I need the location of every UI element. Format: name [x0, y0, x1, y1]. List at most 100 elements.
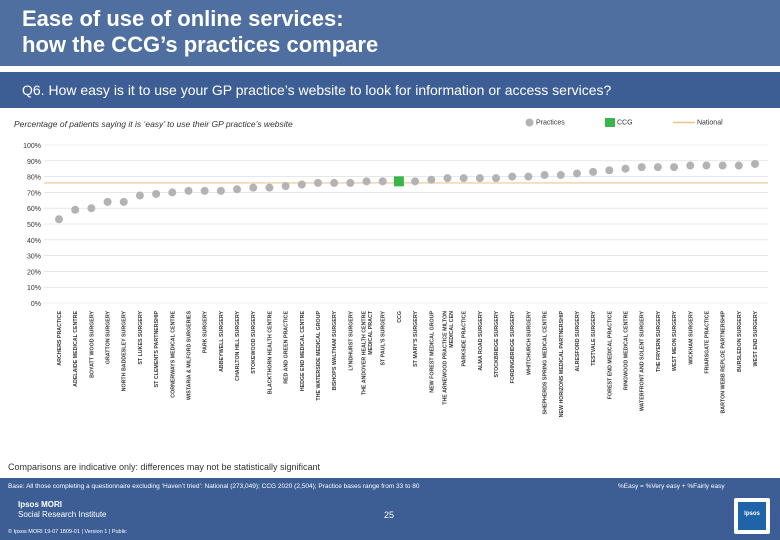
y-tick-label: 100%	[23, 143, 41, 150]
practice-point	[184, 186, 193, 195]
x-tick-label: PARKSIDE PRACTICE	[462, 311, 468, 367]
practice-point	[313, 178, 322, 187]
practice-point	[589, 167, 598, 176]
footer-band: Base: All those completing a questionnai…	[0, 478, 780, 540]
practice-point	[686, 161, 695, 170]
x-tick-label: BURSLEDON SURGERY	[737, 311, 743, 372]
y-axis-ticks: 0% 10% 20% 30% 40% 50% 60% 70% 80% 90% 100%	[23, 143, 41, 308]
ipsos-badge-icon: Ipsos	[734, 498, 770, 534]
x-tick-label: STOCKBRIDGE SURGERY	[494, 311, 500, 378]
x-axis-labels: ARCHERS PRACTICE ADELAIDE MEDICAL CENTRE B…	[57, 310, 759, 417]
legend-ccg-marker	[605, 118, 615, 127]
practice-point	[135, 191, 144, 200]
practice-point	[378, 177, 387, 186]
x-tick-label: WHITCHURCH SURGERY	[526, 311, 532, 375]
practice-point	[751, 159, 759, 168]
y-tick-label: 50%	[27, 222, 41, 229]
practice-point	[71, 205, 80, 214]
ipsos-badge-inner: Ipsos	[738, 502, 766, 530]
practice-point	[524, 172, 533, 181]
practice-point	[443, 174, 452, 183]
legend-practices-label: Practices	[535, 119, 565, 127]
x-tick-label: CCG	[397, 311, 403, 323]
x-tick-label: THE ARNEWOOD PRACTICE MILTONMEDICAL CEN	[442, 311, 455, 405]
practice-point	[475, 174, 484, 183]
x-tick-label: TESTVALE SURGERY	[591, 311, 597, 366]
chart-gridlines	[44, 144, 768, 304]
chart-plot: 0% 10% 20% 30% 40% 50% 60% 70% 80% 90% 100% ARCHER…	[23, 143, 768, 417]
y-tick-label: 90%	[27, 159, 41, 166]
practice-point	[216, 186, 225, 195]
practice-point	[556, 171, 565, 180]
x-tick-label: FOREST END MEDICAL PRACTICE	[607, 311, 613, 400]
practice-point	[265, 183, 274, 192]
x-tick-label: NORTH BADDESLEY SURGERY	[122, 311, 128, 392]
practice-point	[346, 178, 355, 187]
legend-practices-marker	[525, 118, 534, 127]
ipsos-badge-text: Ipsos	[744, 511, 760, 517]
x-tick-label: SHEPHERDS SPRING MEDICAL CENTRE	[543, 311, 549, 415]
ccg-point	[393, 176, 404, 187]
x-tick-label: CHARLTON HILL SURGERY	[235, 311, 241, 381]
practice-point	[233, 185, 242, 194]
x-tick-label: THE ANDOVER HEALTH CENTREMEDICAL PRACT	[362, 310, 375, 395]
practice-point	[605, 166, 614, 175]
practice-point	[637, 163, 646, 172]
x-tick-label: RED AND GREEN PRACTICE	[284, 311, 290, 384]
x-tick-label: STOKEWOOD SURGERY	[251, 311, 257, 374]
x-tick-label: RINGWOOD MEDICAL CENTRE	[624, 311, 630, 391]
page-number: 25	[384, 510, 395, 520]
x-tick-label: ST CLEMENTS PARTNERSHIP	[154, 311, 160, 388]
practice-point	[411, 177, 420, 186]
practice-point	[653, 163, 662, 172]
legend-national-marker	[673, 121, 695, 124]
question-text: Q6. How easy is it to use your GP practi…	[22, 82, 612, 98]
x-tick-label: FRIARSGATE PRACTICE	[704, 311, 710, 374]
x-tick-label: HEDGE END MEDICAL CENTRE	[300, 311, 306, 392]
x-tick-label: BLACKTHORN HEALTH CENTRE	[267, 311, 273, 395]
legend-national-label: National	[696, 119, 723, 127]
practice-point	[87, 204, 96, 213]
x-tick-label: WEST MEON SURGERY	[672, 311, 678, 372]
x-tick-label: ARCHERS PRACTICE	[57, 311, 63, 366]
x-tick-label: ADELAIDE MEDICAL CENTRE	[73, 311, 79, 387]
x-tick-label: ABBEYWELL SURGERY	[219, 311, 225, 372]
x-tick-label: ALRESFORD SURGERY	[575, 311, 581, 372]
practice-point	[670, 163, 679, 172]
y-tick-label: 30%	[27, 254, 41, 261]
practice-point	[55, 215, 63, 224]
logo-line1: Ipsos MORI	[18, 500, 63, 509]
x-tick-label: NEW FOREST MEDICAL GROUP	[429, 311, 435, 393]
x-tick-label: LYNDHURST SURGERY	[348, 311, 354, 371]
x-tick-label: GRATTON SURGERY	[106, 311, 112, 365]
y-tick-label: 80%	[27, 175, 41, 182]
x-tick-label: FORDINGBRIDGE SURGERY	[510, 311, 516, 384]
x-tick-label: PARK SURGERY	[203, 311, 209, 354]
page-title: Ease of use of online services: how the …	[22, 6, 379, 57]
x-tick-label: ALMA ROAD SURGERY	[478, 311, 484, 371]
x-tick-label: ST LUKES SURGERY	[138, 311, 144, 365]
x-tick-label: WEST END SURGERY	[753, 311, 759, 367]
practice-point	[249, 183, 258, 192]
x-tick-label: WATERFRONT AND SOLENT SURGERY	[640, 311, 646, 412]
practice-point	[200, 186, 209, 195]
question-band: Q6. How easy is it to use your GP practi…	[0, 72, 780, 108]
practice-point	[362, 177, 371, 186]
x-tick-label: BISHOPS WALTHAM SURGERY	[332, 311, 338, 391]
base-note: Base: All those completing a questionnai…	[8, 483, 420, 490]
x-tick-label: ST MARY'S SURGERY	[413, 311, 419, 367]
x-tick-label: BOYATT WOOD SURGERY	[89, 311, 95, 378]
practice-point	[718, 161, 727, 170]
practice-point	[540, 171, 549, 180]
legend-ccg: CCG	[605, 118, 633, 127]
ipsos-mori-logo: Ipsos MORI Social Research Institute	[18, 500, 107, 520]
logo-line2: Social Research Institute	[18, 510, 107, 519]
y-tick-label: 40%	[27, 238, 41, 245]
practice-point	[508, 172, 517, 181]
y-tick-label: 20%	[27, 269, 41, 276]
practice-point	[168, 188, 177, 197]
practice-point	[572, 169, 581, 178]
legend-ccg-label: CCG	[616, 119, 633, 127]
practice-point	[621, 164, 630, 173]
practice-point	[734, 161, 743, 170]
